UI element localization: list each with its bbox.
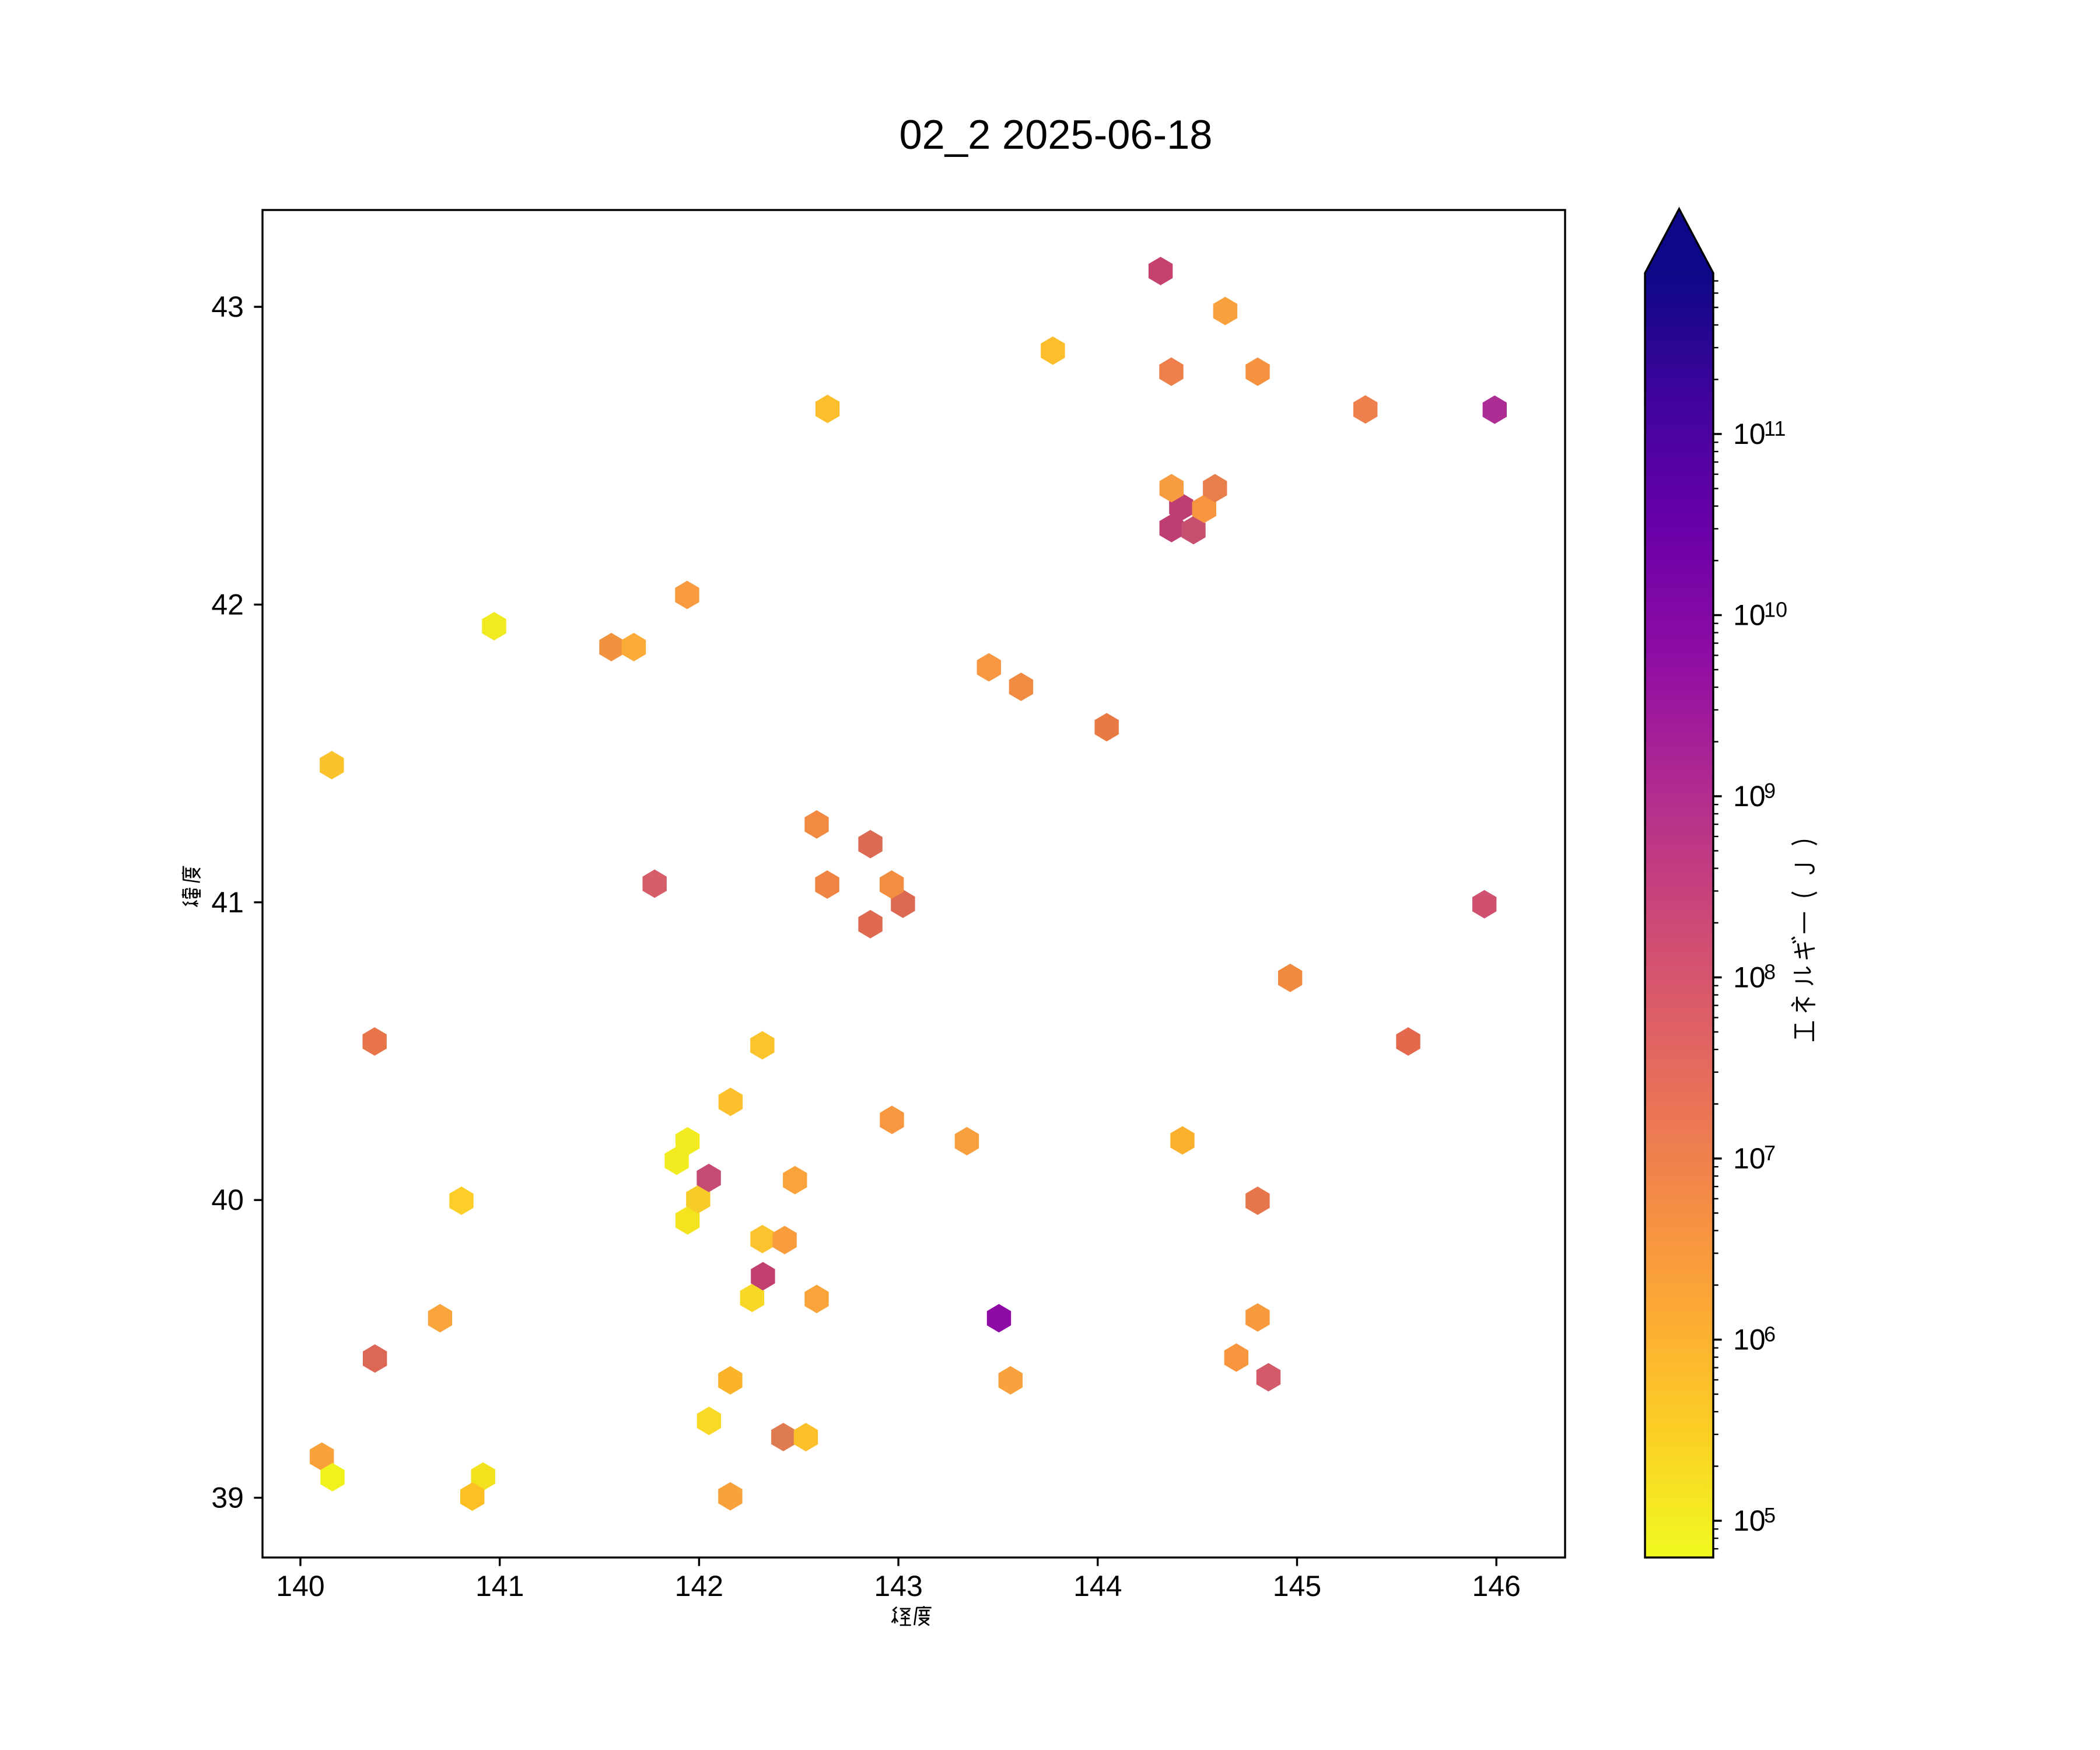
svg-text:10: 10 — [1733, 1142, 1766, 1175]
svg-text:8: 8 — [1764, 960, 1776, 984]
svg-text:10: 10 — [1733, 961, 1766, 994]
svg-text:141: 141 — [475, 1570, 524, 1602]
svg-text:10: 10 — [1733, 1504, 1766, 1537]
svg-text:40: 40 — [211, 1184, 244, 1216]
svg-text:42: 42 — [211, 588, 244, 621]
svg-text:43: 43 — [211, 290, 244, 323]
svg-text:02_2 2025-06-18: 02_2 2025-06-18 — [899, 111, 1212, 158]
svg-text:145: 145 — [1273, 1570, 1321, 1602]
svg-text:7: 7 — [1764, 1141, 1776, 1165]
svg-text:41: 41 — [211, 886, 244, 919]
svg-text:39: 39 — [211, 1482, 244, 1514]
svg-text:5: 5 — [1764, 1503, 1776, 1527]
svg-text:10: 10 — [1764, 598, 1787, 622]
svg-text:10: 10 — [1733, 1324, 1766, 1356]
svg-text:10: 10 — [1733, 599, 1766, 632]
svg-text:140: 140 — [276, 1570, 324, 1602]
svg-text:10: 10 — [1733, 780, 1766, 813]
svg-text:143: 143 — [874, 1570, 922, 1602]
svg-text:144: 144 — [1073, 1570, 1122, 1602]
svg-text:11: 11 — [1764, 416, 1786, 440]
svg-text:9: 9 — [1764, 779, 1776, 803]
svg-text:142: 142 — [675, 1570, 723, 1602]
svg-text:146: 146 — [1472, 1570, 1520, 1602]
svg-text:10: 10 — [1733, 418, 1766, 450]
svg-text:6: 6 — [1764, 1322, 1776, 1346]
